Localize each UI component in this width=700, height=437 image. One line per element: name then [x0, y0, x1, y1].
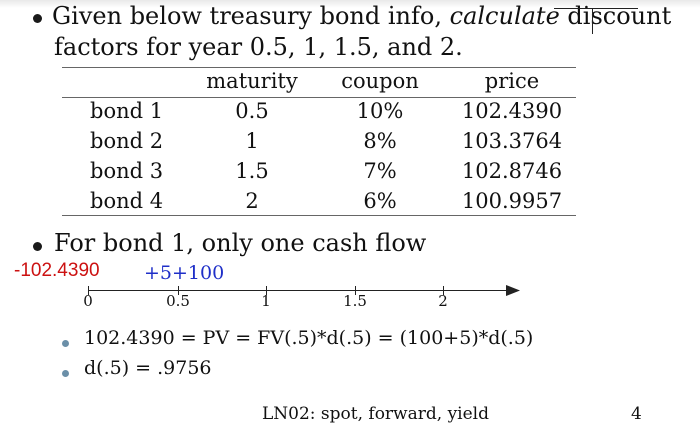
tick-label: 2	[438, 292, 448, 310]
cell-price: 102.8746	[461, 159, 563, 183]
tick-mark	[88, 286, 89, 295]
cell-bond: bond 3	[90, 159, 164, 183]
tick-mark	[443, 286, 444, 295]
timeline-axis	[88, 290, 508, 291]
header-maturity: maturity	[206, 69, 298, 93]
cell-bond: bond 1	[90, 99, 164, 123]
bullet-marker	[33, 14, 42, 23]
bullet-1-prefix: Given below treasury bond info,	[52, 2, 442, 30]
cell-price: 100.9957	[461, 189, 563, 213]
header-coupon: coupon	[341, 69, 419, 93]
bullet-1-italic: calculate	[449, 2, 560, 30]
tick-label: 0	[83, 292, 93, 310]
bullet-1-line-1: Given below treasury bond info, calculat…	[52, 2, 671, 30]
cell-bond: bond 4	[90, 189, 164, 213]
cell-coupon: 8%	[363, 129, 397, 153]
text-cursor	[592, 8, 593, 34]
sub-bullet-1: 102.4390 = PV = FV(.5)*d(.5) = (100+5)*d…	[84, 327, 534, 349]
tick-label: 1.5	[343, 292, 367, 310]
cell-maturity: 2	[245, 189, 259, 213]
sub-bullet-marker	[62, 370, 69, 377]
cell-coupon: 7%	[363, 159, 397, 183]
cell-price: 103.3764	[461, 129, 563, 153]
bullet-2-text: For bond 1, only one cash flow	[54, 229, 427, 257]
cell-maturity: 1.5	[235, 159, 269, 183]
tick-label: 1	[261, 292, 271, 310]
text-cursor-cap	[554, 8, 638, 9]
sub-bullet-2: d(.5) = .9756	[84, 357, 212, 379]
cell-bond: bond 2	[90, 129, 164, 153]
table-header-rule	[62, 97, 576, 98]
cell-coupon: 6%	[363, 189, 397, 213]
page-number: 4	[631, 404, 642, 424]
tick-mark	[266, 286, 267, 295]
footer-title: LN02: spot, forward, yield	[262, 404, 489, 424]
cell-price: 102.4390	[461, 99, 563, 123]
bullet-marker	[33, 242, 42, 251]
top-shadow	[0, 0, 700, 8]
inflow-label: +5+100	[144, 262, 225, 284]
tick-label: 0.5	[166, 292, 190, 310]
cell-maturity: 0.5	[235, 99, 269, 123]
table-top-rule	[62, 67, 576, 68]
header-price: price	[484, 69, 540, 93]
cell-coupon: 10%	[356, 99, 404, 123]
bullet-1-suffix: discount	[567, 2, 672, 30]
timeline-arrow-icon	[506, 285, 520, 296]
table-bottom-rule	[62, 215, 576, 216]
tick-mark	[178, 286, 179, 295]
tick-mark	[355, 286, 356, 295]
sub-bullet-marker	[62, 340, 69, 347]
outflow-label: -102.4390	[14, 260, 100, 281]
cell-maturity: 1	[245, 129, 259, 153]
bullet-1-line-2: factors for year 0.5, 1, 1.5, and 2.	[54, 33, 463, 61]
